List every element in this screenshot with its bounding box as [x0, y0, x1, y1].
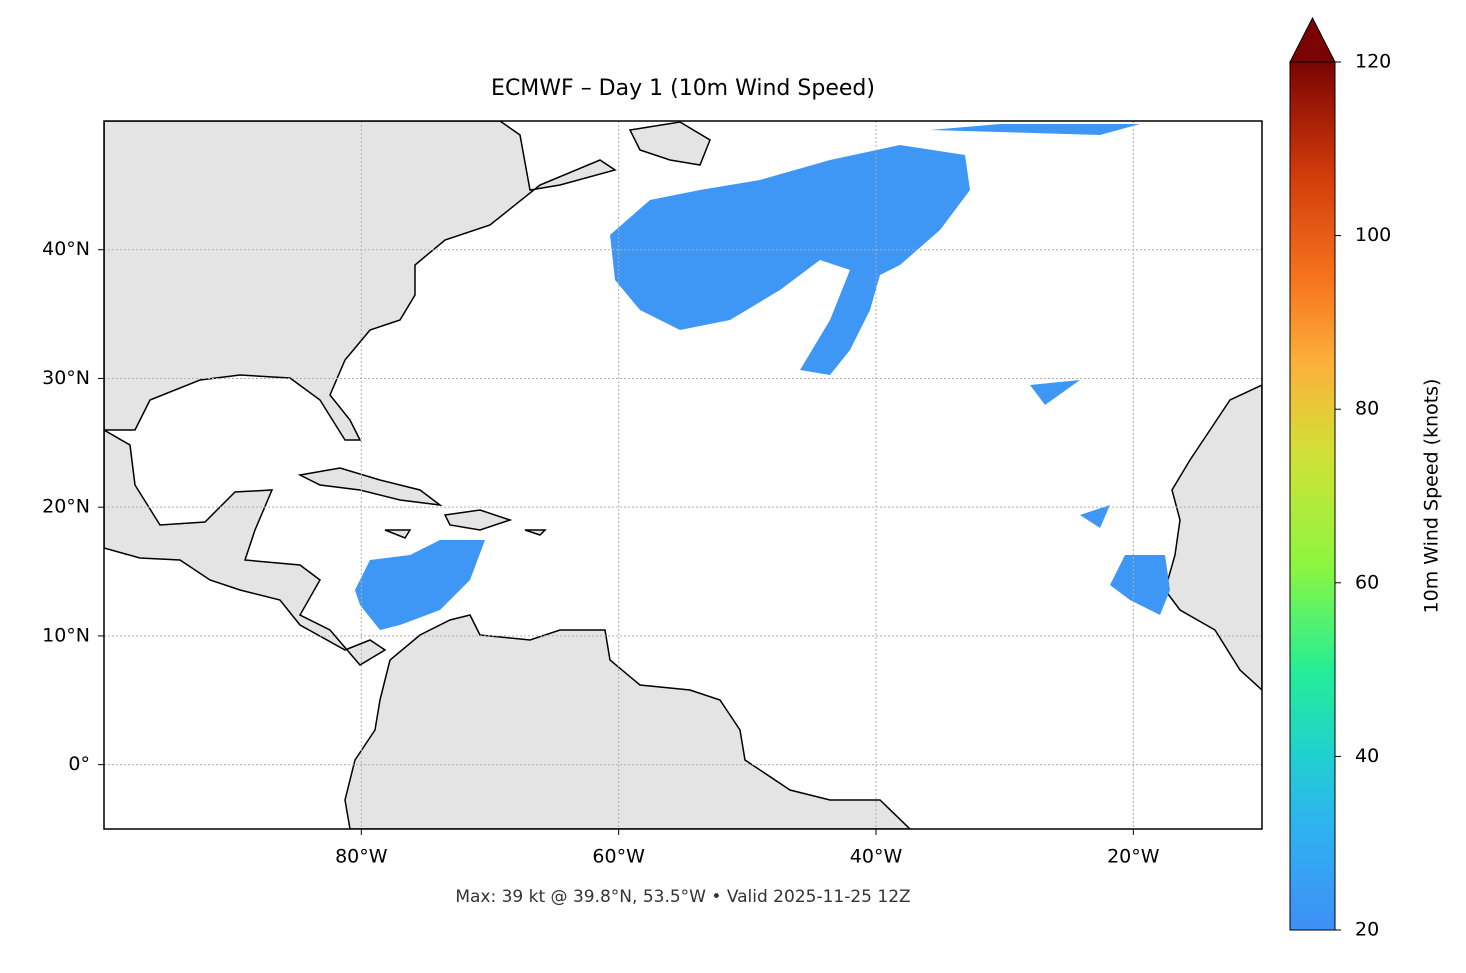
puerto-rico: [524, 529, 547, 536]
africa: [1164, 384, 1262, 692]
newfoundland: [628, 121, 711, 166]
lat-tick-label: 30°N: [42, 367, 90, 389]
map-area: [104, 121, 1262, 829]
colorbar-tick-label: 40: [1355, 745, 1379, 767]
north-america: [104, 121, 617, 441]
south-america: [344, 614, 912, 829]
wind-field: [930, 124, 1140, 135]
lat-tick-label: 10°N: [42, 624, 90, 646]
lon-tick-label: 40°W: [850, 846, 903, 868]
colorbar-tick-label: 100: [1355, 224, 1391, 246]
hispaniola: [443, 509, 513, 531]
lat-tick-label: 20°N: [42, 496, 90, 518]
colorbar-tick-label: 120: [1355, 51, 1391, 73]
lon-tick-label: 20°W: [1107, 846, 1160, 868]
colorbar-tick-label: 20: [1355, 919, 1379, 941]
wind-field: [610, 145, 970, 375]
lon-tick-label: 80°W: [335, 846, 388, 868]
colorbar-tick-label: 80: [1355, 398, 1379, 420]
colorbar-extend: [1289, 16, 1336, 63]
central-america: [104, 429, 387, 666]
lat-tick-label: 40°N: [42, 238, 90, 260]
colorbar-tick-label: 60: [1355, 571, 1379, 593]
jamaica: [384, 529, 412, 539]
caption: Max: 39 kt @ 39.8°N, 53.5°W • Valid 2025…: [455, 887, 910, 907]
map-title: ECMWF – Day 1 (10m Wind Speed): [491, 76, 875, 101]
wind-field: [355, 540, 485, 630]
lon-tick-label: 60°W: [592, 846, 645, 868]
wind-field: [1080, 505, 1110, 528]
wind-field: [1030, 380, 1080, 405]
wind-field: [1110, 555, 1170, 615]
cuba: [297, 467, 443, 507]
colorbar: [1289, 61, 1336, 931]
map-frame: [103, 120, 1263, 830]
colorbar-label: 10m Wind Speed (knots): [1421, 379, 1443, 614]
graticule: [104, 121, 1262, 829]
lat-tick-label: 0°: [68, 753, 90, 775]
